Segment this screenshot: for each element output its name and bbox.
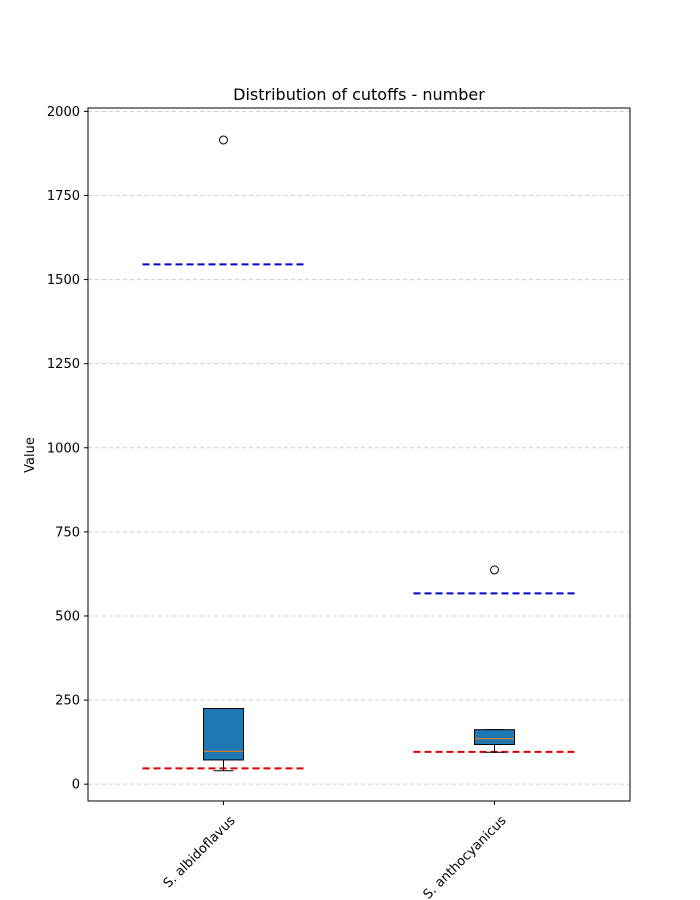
marks-layer bbox=[142, 135, 576, 772]
outlier-1-0 bbox=[490, 565, 499, 575]
y-tick-label-6: 1500 bbox=[47, 273, 80, 288]
box-group-0 bbox=[142, 135, 305, 772]
y-tick-label-8: 2000 bbox=[47, 105, 80, 120]
y-tick-label-1: 250 bbox=[55, 694, 80, 709]
y-tick-label-2: 500 bbox=[55, 609, 80, 624]
plot-frame bbox=[87, 107, 631, 802]
y-axis-label: Value bbox=[23, 437, 38, 473]
box-0 bbox=[203, 707, 244, 761]
y-tick-label-4: 1000 bbox=[47, 441, 80, 456]
y-tick-label-3: 750 bbox=[55, 525, 80, 540]
box-group-1 bbox=[413, 565, 576, 753]
axes-layer: 0 250 500 750 1000 1250 1500 1750 2000 S. albidof… bbox=[47, 105, 631, 900]
outlier-0-0 bbox=[219, 135, 228, 145]
x-tick-label-0: S. albidoflavus bbox=[161, 813, 239, 891]
y-tick-label-0: 0 bbox=[72, 778, 80, 793]
grid-layer bbox=[88, 110, 630, 785]
box-1 bbox=[474, 729, 515, 745]
y-tick-label-5: 1250 bbox=[47, 357, 80, 372]
y-tick-label-7: 1750 bbox=[47, 189, 80, 204]
chart-title: Distribution of cutoffs - number bbox=[233, 85, 485, 104]
x-tick-label-1: S. anthocyanicus bbox=[421, 813, 510, 900]
